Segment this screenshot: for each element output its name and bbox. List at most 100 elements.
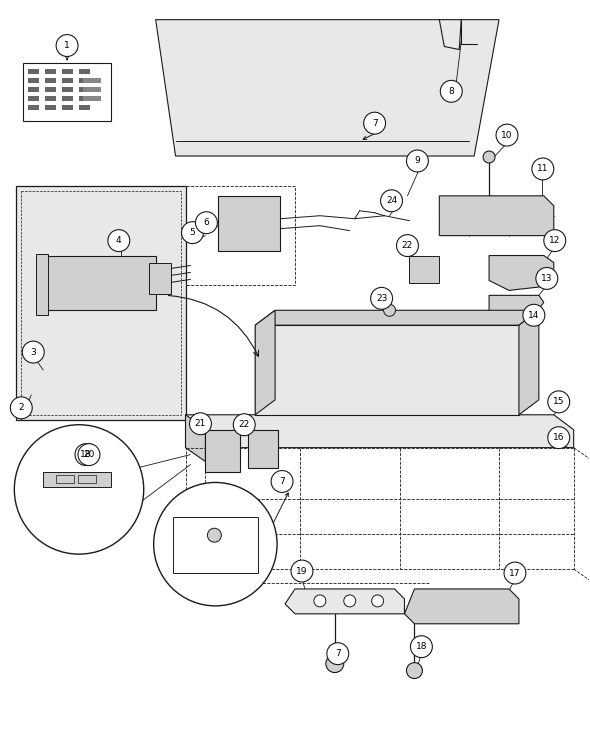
- Polygon shape: [255, 310, 539, 325]
- Circle shape: [411, 635, 432, 658]
- Text: 22: 22: [402, 241, 413, 250]
- Polygon shape: [285, 589, 405, 614]
- Bar: [79, 69, 90, 75]
- Bar: [21, 191, 181, 415]
- Text: 5: 5: [189, 228, 195, 237]
- Bar: [173, 517, 258, 573]
- Bar: [62, 69, 73, 75]
- Circle shape: [548, 391, 570, 413]
- Circle shape: [536, 267, 558, 289]
- Text: 7: 7: [279, 477, 285, 486]
- Polygon shape: [440, 196, 554, 235]
- Circle shape: [532, 158, 554, 180]
- Bar: [36, 254, 48, 315]
- Polygon shape: [43, 472, 111, 487]
- Circle shape: [504, 562, 526, 584]
- Circle shape: [372, 595, 384, 607]
- Bar: [79, 96, 90, 101]
- Bar: [62, 96, 73, 101]
- Bar: [83, 96, 101, 101]
- Text: 16: 16: [553, 433, 565, 442]
- Circle shape: [233, 414, 255, 435]
- Text: 3: 3: [30, 348, 36, 356]
- Bar: [23, 63, 111, 121]
- Circle shape: [271, 471, 293, 492]
- Circle shape: [496, 124, 518, 146]
- Circle shape: [78, 444, 100, 466]
- Bar: [248, 430, 278, 468]
- Polygon shape: [41, 255, 156, 310]
- Polygon shape: [17, 186, 185, 420]
- Text: 20: 20: [83, 450, 94, 459]
- Polygon shape: [185, 415, 205, 461]
- Circle shape: [314, 595, 326, 607]
- Bar: [28, 106, 39, 110]
- Circle shape: [396, 235, 418, 257]
- Bar: [56, 475, 74, 483]
- Circle shape: [523, 304, 545, 326]
- Bar: [83, 78, 101, 83]
- Bar: [28, 78, 39, 83]
- Text: 21: 21: [195, 419, 206, 428]
- Circle shape: [326, 655, 344, 672]
- Circle shape: [153, 483, 277, 606]
- Circle shape: [384, 304, 395, 317]
- Bar: [45, 87, 56, 92]
- Polygon shape: [185, 415, 573, 448]
- Circle shape: [344, 595, 356, 607]
- Bar: [185, 186, 295, 286]
- Circle shape: [407, 150, 428, 172]
- Circle shape: [14, 425, 144, 554]
- Polygon shape: [218, 196, 280, 251]
- Bar: [28, 69, 39, 75]
- Polygon shape: [255, 325, 519, 415]
- Bar: [205, 430, 240, 472]
- Text: 12: 12: [549, 236, 560, 245]
- Bar: [45, 78, 56, 83]
- Text: 18: 18: [415, 642, 427, 651]
- Circle shape: [371, 287, 392, 309]
- Circle shape: [407, 663, 422, 678]
- Bar: [62, 87, 73, 92]
- Polygon shape: [255, 310, 275, 415]
- Bar: [78, 475, 96, 483]
- Text: 9: 9: [415, 156, 420, 165]
- Circle shape: [75, 444, 97, 466]
- Circle shape: [381, 190, 402, 212]
- Bar: [28, 96, 39, 101]
- Bar: [28, 87, 39, 92]
- Text: 8: 8: [448, 87, 454, 96]
- Polygon shape: [489, 295, 544, 315]
- Text: 24: 24: [386, 196, 397, 205]
- Circle shape: [548, 427, 570, 449]
- Circle shape: [440, 80, 462, 103]
- Circle shape: [182, 221, 204, 244]
- Circle shape: [327, 643, 349, 665]
- Text: 22: 22: [238, 420, 250, 430]
- Bar: [45, 69, 56, 75]
- Text: 23: 23: [376, 294, 387, 303]
- Text: 7: 7: [335, 649, 340, 658]
- Bar: [62, 106, 73, 110]
- Polygon shape: [156, 20, 499, 156]
- Text: 18: 18: [80, 450, 91, 459]
- Bar: [62, 78, 73, 83]
- Polygon shape: [405, 589, 519, 624]
- Bar: [79, 78, 90, 83]
- Circle shape: [483, 151, 495, 163]
- Bar: [79, 87, 90, 92]
- Text: 15: 15: [553, 397, 565, 407]
- Circle shape: [22, 341, 44, 363]
- Bar: [149, 263, 171, 294]
- Circle shape: [11, 397, 32, 418]
- Text: 14: 14: [528, 311, 540, 320]
- Bar: [409, 255, 440, 283]
- Circle shape: [108, 230, 130, 252]
- Bar: [45, 106, 56, 110]
- Circle shape: [195, 212, 217, 234]
- Text: 2: 2: [18, 403, 24, 413]
- Text: 1: 1: [64, 41, 70, 50]
- Bar: [79, 106, 90, 110]
- Circle shape: [189, 413, 211, 435]
- Text: 10: 10: [502, 131, 513, 139]
